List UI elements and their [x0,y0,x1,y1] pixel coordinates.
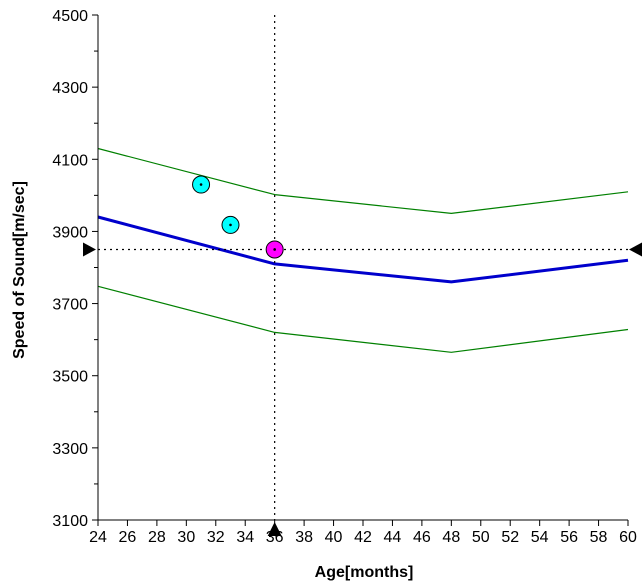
right-arrow-marker [629,242,642,257]
x-tick-label: 24 [89,529,107,546]
x-tick-label: 28 [148,529,166,546]
measurement-point-center [199,183,203,186]
y-tick-label: 3700 [52,297,88,314]
x-tick-label: 44 [384,529,402,546]
lower-curve [97,285,629,353]
crosshair [98,15,628,520]
x-tick-label: 26 [119,529,137,546]
x-tick-label: 38 [295,529,313,546]
measurement-point-center [273,248,276,251]
x-tick-label: 48 [442,529,460,546]
y-tick-label: 3900 [52,224,88,241]
x-tick-label: 32 [207,529,225,546]
y-tick-label: 4500 [52,8,88,25]
x-tick-label: 58 [590,529,608,546]
y-tick-label: 4100 [52,152,88,169]
y-tick-label: 3100 [52,513,88,530]
x-tick-label: 50 [472,529,490,546]
axes [92,14,629,526]
mean-curve [97,215,629,284]
x-tick-label: 60 [619,529,637,546]
crosshair-markers [83,242,642,536]
x-tick-label: 40 [325,529,343,546]
y-axis-title: Speed of Sound[m/sec] [11,181,28,359]
y-tick-label: 3500 [52,369,88,386]
measurement-point-center [229,223,232,227]
upper-curve [97,147,629,214]
x-tick-label: 30 [177,529,195,546]
x-tick-label: 52 [501,529,519,546]
reference-curves [97,147,629,353]
x-tick-label: 34 [236,529,254,546]
bottom-arrow-marker [267,522,282,536]
left-arrow-marker [83,242,96,257]
measurement-points [192,175,284,259]
x-tick-label: 54 [531,529,549,546]
x-tick-label: 42 [354,529,372,546]
y-tick-label: 3300 [52,441,88,458]
x-tick-label: 46 [413,529,431,546]
x-tick-label: 56 [560,529,578,546]
tick-labels: 3100 3300 3500 3700 3900 4100 4300 4500 24 26 28 30… [52,8,637,546]
x-axis-title: Age[months] [315,564,414,581]
y-tick-label: 4300 [52,80,88,97]
